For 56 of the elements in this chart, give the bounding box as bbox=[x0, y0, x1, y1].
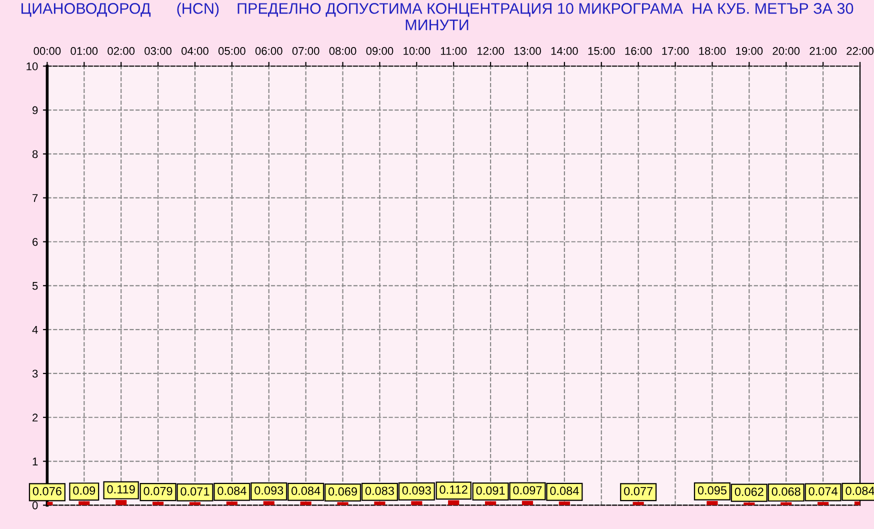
x-tick-label: 09:00 bbox=[366, 47, 394, 55]
data-label: 0.093 bbox=[254, 486, 284, 495]
x-tick-label: 19:00 bbox=[736, 47, 763, 55]
data-label: 0.084 bbox=[292, 486, 320, 496]
x-tick-label: 20:00 bbox=[772, 47, 800, 55]
x-tick-label: 13:00 bbox=[514, 47, 541, 55]
chart-title: ЦИАНОВОДОРОД (HCN) ПРЕДЕЛНО ДОПУСТИМА КОНЦЕНТРАЦИЯ 10 МИКРОГРАМА НА КУБ. МЕТЪР ЗА 30 МИНУТИ bbox=[22, 2, 854, 30]
y-tick-label: 6 bbox=[32, 238, 38, 246]
x-tick-label: 21:00 bbox=[810, 47, 837, 55]
y-tick-label: 2 bbox=[32, 414, 38, 422]
data-label: 0.084 bbox=[846, 486, 874, 496]
y-tick-label: 4 bbox=[32, 326, 38, 334]
data-label: 0.068 bbox=[772, 487, 800, 496]
data-label: 0.091 bbox=[476, 486, 505, 495]
y-tick-label: 5 bbox=[32, 282, 38, 290]
x-tick-label: 18:00 bbox=[699, 47, 726, 55]
x-tick-label: 22:00 bbox=[846, 47, 874, 55]
y-tick-label: 8 bbox=[32, 150, 38, 158]
x-tick-label: 07:00 bbox=[292, 47, 320, 55]
y-tick-label: 3 bbox=[32, 370, 38, 378]
data-label: 0.076 bbox=[32, 487, 62, 496]
x-tick-label: 17:00 bbox=[662, 47, 689, 55]
y-tick-label: 1 bbox=[32, 458, 38, 466]
x-tick-label: 04:00 bbox=[182, 47, 208, 55]
data-label: 0.074 bbox=[808, 487, 838, 496]
x-tick-label: 11:00 bbox=[440, 47, 467, 55]
y-tick-label: 9 bbox=[32, 106, 38, 114]
x-tick-label: 05:00 bbox=[218, 47, 246, 55]
x-tick-label: 14:00 bbox=[551, 47, 578, 55]
x-tick-label: 06:00 bbox=[255, 47, 282, 55]
data-label: 0.084 bbox=[550, 486, 579, 496]
data-label: 0.062 bbox=[734, 488, 764, 496]
data-label: 0.112 bbox=[440, 485, 468, 494]
x-tick-label: 16:00 bbox=[625, 47, 652, 55]
y-tick-label: 10 bbox=[26, 62, 38, 70]
data-label: 0.079 bbox=[144, 486, 172, 496]
x-tick-label: 08:00 bbox=[329, 47, 356, 55]
x-tick-label: 00:00 bbox=[34, 47, 61, 55]
y-tick-label: 0 bbox=[32, 501, 38, 510]
data-label: 0.077 bbox=[624, 486, 653, 496]
data-label: 0.069 bbox=[328, 487, 357, 496]
data-label: 0.071 bbox=[180, 487, 210, 496]
x-tick-label: 02:00 bbox=[108, 47, 135, 55]
data-label: 0.09 bbox=[73, 486, 96, 495]
x-tick-label: 15:00 bbox=[588, 47, 615, 55]
x-tick-label: 12:00 bbox=[478, 47, 504, 55]
data-label: 0.119 bbox=[107, 485, 135, 494]
data-label: 0.093 bbox=[402, 486, 431, 495]
data-label: 0.097 bbox=[513, 486, 542, 494]
data-label: 0.084 bbox=[218, 486, 246, 496]
x-tick-label: 03:00 bbox=[144, 47, 172, 55]
data-label: 0.083 bbox=[365, 486, 394, 496]
x-tick-label: 10:00 bbox=[404, 47, 430, 55]
data-label: 0.095 bbox=[698, 486, 727, 495]
y-tick-label: 7 bbox=[32, 194, 38, 202]
x-tick-label: 01:00 bbox=[70, 47, 98, 55]
